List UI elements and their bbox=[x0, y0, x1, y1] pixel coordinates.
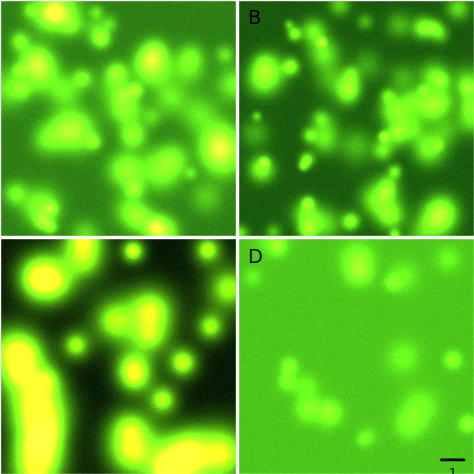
Text: B: B bbox=[247, 9, 261, 28]
Text: D: D bbox=[247, 247, 263, 266]
Text: 1: 1 bbox=[449, 467, 457, 474]
